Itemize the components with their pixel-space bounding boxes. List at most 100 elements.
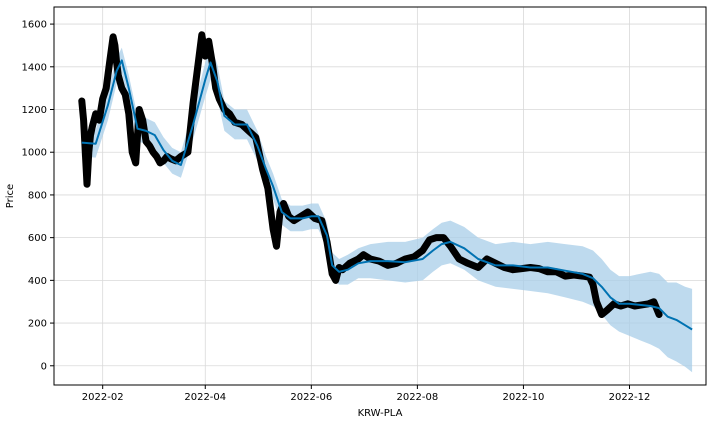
y-axis-label: Price — [5, 184, 16, 208]
observed-point — [185, 150, 191, 155]
observed-point — [270, 226, 276, 232]
observed-point — [274, 244, 279, 249]
uncertainty-band — [81, 45, 693, 373]
observed-point — [206, 39, 211, 44]
observed-point — [90, 124, 95, 129]
y-tick-label: 1000 — [22, 148, 47, 159]
observed-point — [448, 244, 453, 249]
observed-point — [147, 143, 152, 148]
observed-point — [305, 209, 310, 215]
observed-point — [116, 73, 121, 78]
observed-point — [611, 301, 617, 306]
grid-lines — [54, 7, 706, 385]
y-axis-ticks: 0 200 400 600 800 1000 1200 1400 1600 — [22, 20, 54, 372]
observed-point — [100, 96, 105, 102]
observed-point — [347, 261, 352, 266]
observed-point — [571, 272, 577, 278]
observed-point — [510, 267, 516, 272]
observed-point — [178, 154, 184, 159]
observed-point — [420, 248, 425, 253]
y-tick-label: 600 — [28, 233, 47, 244]
y-tick-label: 200 — [28, 319, 47, 330]
observed-point — [119, 86, 125, 91]
observed-point — [104, 86, 109, 91]
observed-point — [157, 160, 163, 166]
observed-point — [110, 34, 116, 40]
observed-point — [213, 86, 218, 91]
observed-point — [97, 118, 102, 123]
x-tick-label: 2022-12 — [609, 392, 651, 403]
observed-point — [403, 256, 408, 262]
observed-point — [545, 269, 550, 274]
plot-frame — [53, 6, 707, 386]
y-tick-label: 1400 — [22, 62, 47, 73]
observed-point — [83, 150, 88, 155]
observed-point — [190, 100, 196, 106]
observed-point — [456, 256, 462, 262]
y-tick-label: 0 — [41, 361, 47, 372]
observed-point — [126, 111, 131, 117]
observed-point — [651, 299, 656, 304]
observed-point — [441, 235, 446, 240]
x-axis-label: KRW-PLA — [358, 408, 403, 419]
observed-point — [140, 118, 145, 123]
observed-point — [79, 98, 85, 104]
observed-point — [86, 150, 92, 155]
observed-point — [465, 261, 470, 266]
observed-point — [93, 111, 98, 117]
y-tick-label: 800 — [28, 190, 47, 201]
observed-point — [368, 256, 373, 262]
observed-point — [330, 271, 335, 277]
observed-point — [154, 154, 159, 159]
observed-point — [260, 167, 265, 172]
observed-point — [203, 53, 208, 59]
observed-point — [133, 160, 138, 166]
observed-point — [227, 111, 232, 117]
observed-point — [84, 182, 90, 187]
x-tick-label: 2022-08 — [396, 392, 438, 403]
observed-point — [281, 201, 286, 206]
observed-point — [112, 43, 118, 48]
observed-point — [356, 256, 361, 262]
observed-point — [594, 299, 599, 304]
observed-point — [484, 256, 490, 262]
observed-point — [333, 278, 338, 283]
observed-point — [150, 150, 156, 155]
observed-point — [336, 265, 342, 270]
observed-point — [604, 308, 610, 313]
observed-point — [130, 150, 135, 155]
observed-point — [411, 254, 417, 260]
observed-point — [434, 235, 439, 240]
observed-point — [107, 60, 112, 65]
observed-point — [114, 60, 119, 65]
observed-point — [265, 186, 271, 191]
y-tick-label: 1200 — [22, 105, 47, 116]
observed-point — [656, 312, 662, 317]
observed-point — [563, 273, 568, 279]
uncertainty-band-group — [81, 45, 693, 373]
observed-point — [554, 269, 559, 274]
x-tick-label: 2022-04 — [184, 392, 226, 403]
observed-point — [427, 237, 432, 242]
observed-point — [137, 107, 142, 112]
observed-point — [88, 132, 93, 138]
observed-point — [590, 282, 596, 287]
observed-point — [618, 303, 623, 309]
forecast-line-group — [81, 59, 693, 331]
observed-point — [599, 312, 604, 317]
observed-point — [361, 252, 366, 257]
y-tick-label: 400 — [28, 276, 47, 287]
observed-point — [196, 60, 201, 65]
observed-point — [123, 92, 128, 97]
x-axis-ticks: 2022-02 2022-04 2022-06 2022-08 2022-10 2022-… — [82, 385, 651, 403]
observed-point — [199, 32, 204, 37]
observed-point — [291, 218, 297, 223]
observed-point — [161, 158, 166, 163]
observed-point — [476, 265, 481, 270]
forecast-line — [81, 59, 693, 331]
observed-point — [385, 263, 390, 268]
observed-point — [143, 139, 149, 144]
x-tick-label: 2022-10 — [503, 392, 545, 403]
